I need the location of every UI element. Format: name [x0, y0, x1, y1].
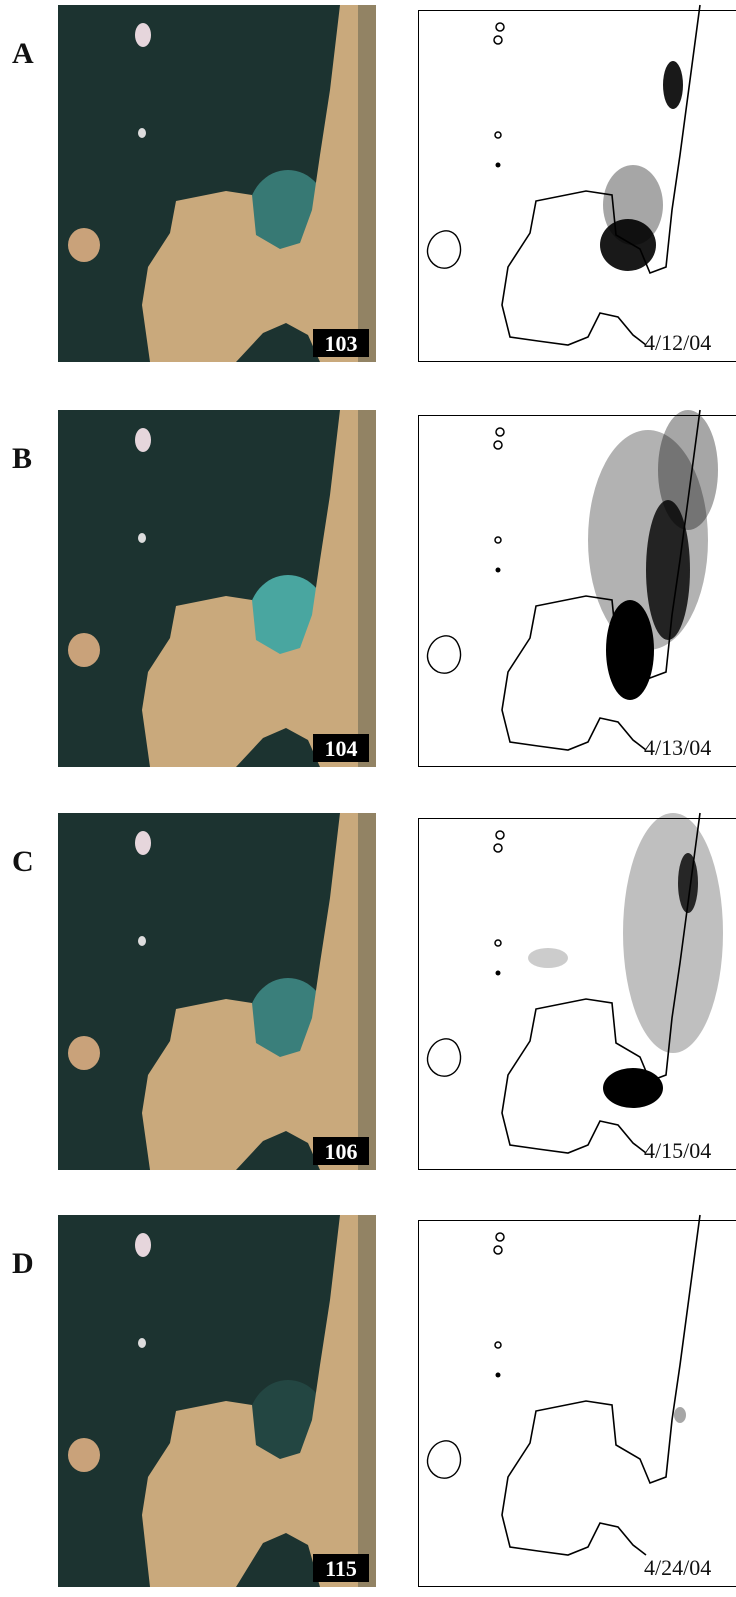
land-shade [358, 5, 376, 362]
islet [135, 428, 151, 452]
panel-label: C [12, 845, 34, 878]
islet [138, 533, 146, 543]
panel-row: C 106 4/15/04 [12, 813, 736, 1170]
islet [135, 23, 151, 47]
islet-outline [496, 1373, 501, 1378]
plume [674, 1407, 686, 1423]
page: A 103 4/12/04 B 104 4/13/04 C 106 4/15/04 D 115 4/2… [0, 0, 736, 1592]
satellite-image: 104 [58, 410, 376, 767]
island [68, 633, 100, 667]
panel-row: D 115 4/24/04 [12, 1215, 736, 1587]
date-label: 4/15/04 [644, 1138, 711, 1163]
panel-label: A [12, 37, 34, 70]
islet-outline [496, 163, 501, 168]
island [68, 1438, 100, 1472]
islet [135, 831, 151, 855]
plume [603, 165, 663, 245]
plume-map: 4/24/04 [419, 1215, 736, 1587]
day-number: 103 [325, 331, 358, 356]
islet-outline [496, 971, 501, 976]
plume [658, 410, 718, 530]
figure: A 103 4/12/04 B 104 4/13/04 C 106 4/15/04 D 115 4/2… [0, 0, 736, 1592]
plume [623, 813, 723, 1053]
plume-map: 4/12/04 [419, 5, 736, 362]
date-label: 4/13/04 [644, 735, 711, 760]
panel-label: D [12, 1247, 34, 1280]
day-number: 115 [325, 1556, 357, 1581]
satellite-image: 115 [58, 1215, 376, 1587]
islet [138, 936, 146, 946]
islet [135, 1233, 151, 1257]
land-shade [358, 813, 376, 1170]
day-number: 106 [325, 1139, 358, 1164]
panel-row: B 104 4/13/04 [12, 410, 736, 767]
islet-outline [496, 568, 501, 573]
plume [663, 61, 683, 109]
islet [138, 1338, 146, 1348]
satellite-image: 106 [58, 813, 376, 1170]
plume [528, 948, 568, 968]
plume-map: 4/13/04 [419, 410, 736, 767]
day-number: 104 [325, 736, 358, 761]
island [68, 228, 100, 262]
map-frame [419, 11, 736, 362]
plume [603, 1068, 663, 1108]
plume-map: 4/15/04 [419, 813, 736, 1170]
island [68, 1036, 100, 1070]
date-label: 4/24/04 [644, 1555, 711, 1580]
date-label: 4/12/04 [644, 330, 711, 355]
satellite-image: 103 [58, 5, 376, 362]
land-shade [358, 410, 376, 767]
islet [138, 128, 146, 138]
land-shade [358, 1215, 376, 1587]
panel-label: B [12, 442, 32, 475]
panel-row: A 103 4/12/04 [12, 5, 736, 362]
